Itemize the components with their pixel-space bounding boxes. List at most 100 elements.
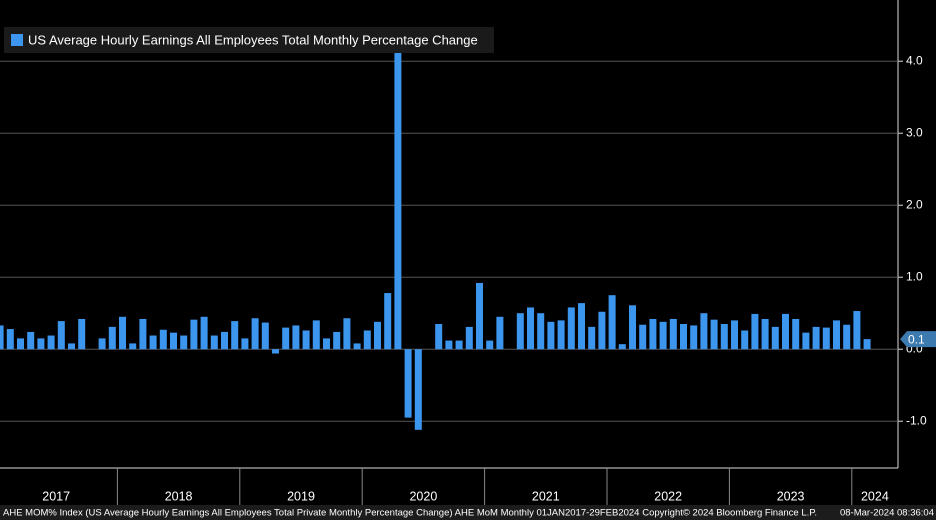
bar — [792, 318, 800, 350]
bar — [221, 331, 228, 350]
bar — [435, 324, 443, 350]
bar — [37, 338, 45, 350]
bar — [771, 326, 779, 350]
bar — [741, 330, 749, 350]
x-tick-label: 2023 — [777, 489, 805, 503]
bar — [516, 313, 524, 350]
x-tick-label: 2024 — [861, 489, 889, 503]
bar — [853, 311, 861, 350]
bar — [17, 338, 24, 350]
bar — [251, 318, 259, 350]
x-tick-label: 2020 — [409, 489, 437, 503]
bar — [659, 321, 667, 350]
bar — [445, 340, 453, 350]
bar — [149, 335, 157, 350]
bar — [47, 335, 55, 350]
bar — [108, 326, 116, 350]
bar — [6, 329, 14, 350]
bar — [618, 344, 626, 350]
bar — [292, 325, 300, 350]
bar — [680, 324, 687, 350]
bar — [129, 343, 137, 350]
bar — [374, 321, 381, 350]
bar — [312, 320, 320, 350]
bar — [843, 324, 851, 350]
x-tick-label: 2019 — [287, 489, 315, 503]
y-tick-label: -1.0 — [906, 413, 927, 427]
bar — [731, 320, 738, 350]
bar — [557, 320, 565, 350]
legend-label: US Average Hourly Earnings All Employees… — [28, 32, 478, 47]
bar — [782, 313, 789, 350]
bar — [414, 349, 422, 430]
bar — [588, 326, 596, 350]
bar — [302, 330, 310, 350]
bar — [343, 318, 351, 350]
bar — [180, 335, 188, 350]
footer-copyright: Copyright© 2024 Bloomberg Finance L.P. — [642, 508, 817, 519]
bar — [537, 313, 545, 350]
bar — [567, 307, 575, 350]
bar — [241, 338, 249, 350]
bar — [394, 39, 402, 350]
bar — [751, 313, 759, 350]
bar — [476, 282, 483, 350]
bar — [639, 324, 647, 350]
bar — [629, 305, 636, 350]
bar — [323, 338, 330, 350]
bar — [190, 319, 198, 350]
bar — [404, 349, 412, 418]
bar — [78, 318, 86, 350]
y-tick-label: 2.0 — [906, 197, 923, 211]
bar — [200, 316, 208, 350]
x-tick-label: 2021 — [532, 489, 560, 503]
bar — [231, 321, 239, 350]
bar — [527, 307, 534, 350]
bar — [210, 335, 218, 350]
bar — [68, 343, 75, 350]
bar — [496, 316, 504, 350]
bar — [486, 340, 494, 350]
x-tick-label: 2022 — [654, 489, 682, 503]
bar — [578, 303, 585, 350]
bar — [465, 326, 473, 350]
bar — [159, 329, 167, 350]
bar — [455, 340, 463, 350]
bar — [812, 326, 820, 350]
y-tick-label: 4.0 — [906, 53, 923, 67]
bar — [863, 339, 871, 350]
bar — [710, 319, 718, 350]
y-tick-label: 3.0 — [906, 125, 923, 139]
value-label: 0.1 — [908, 332, 925, 346]
x-tick-label: 2018 — [165, 489, 193, 503]
bar — [170, 332, 177, 350]
legend-swatch — [11, 34, 23, 46]
bar — [272, 349, 279, 354]
bar — [608, 295, 616, 350]
bar — [822, 327, 830, 350]
bar — [384, 293, 392, 350]
bar — [598, 311, 606, 350]
bar — [649, 318, 657, 350]
bar — [0, 325, 4, 350]
bar — [282, 327, 290, 350]
bar — [761, 318, 769, 350]
bar — [353, 343, 361, 350]
bar — [57, 321, 65, 350]
bar — [802, 332, 810, 350]
bar — [690, 325, 698, 350]
x-tick-label: 2017 — [42, 489, 70, 503]
footer-source: AHE MOM% Index (US Average Hourly Earnin… — [3, 508, 639, 519]
value-tag — [900, 331, 936, 348]
y-tick-label: 1.0 — [906, 269, 923, 283]
bar — [363, 330, 371, 350]
bar — [700, 313, 708, 350]
bar — [27, 331, 35, 350]
bar — [833, 320, 840, 350]
bar — [333, 331, 341, 350]
footer-timestamp: 08-Mar-2024 08:36:04 — [840, 508, 934, 519]
bar — [669, 318, 677, 350]
